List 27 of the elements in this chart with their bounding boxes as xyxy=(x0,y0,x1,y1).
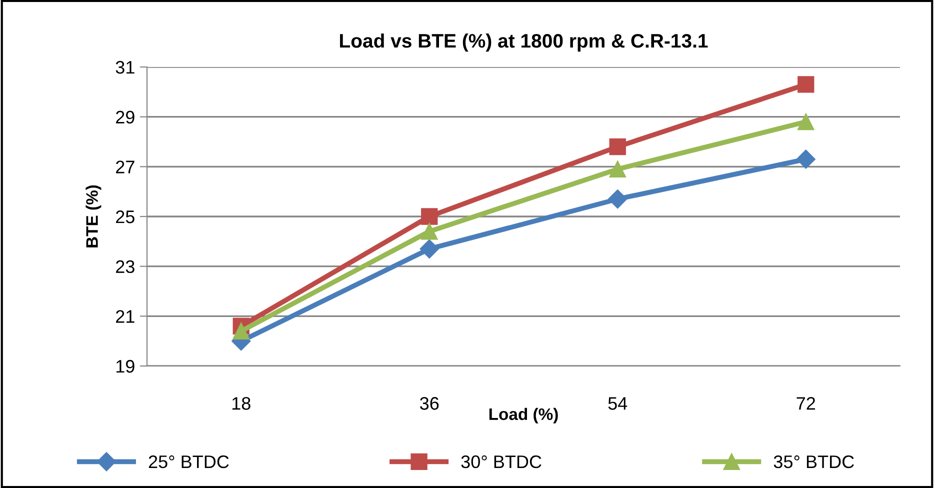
x-tick-label: 54 xyxy=(608,397,628,410)
y-tick-label: 27 xyxy=(116,160,134,174)
legend-label: 25° BTDC xyxy=(148,455,229,468)
point xyxy=(798,76,814,93)
point xyxy=(609,138,626,156)
point xyxy=(798,113,814,130)
chart-title: Load vs BTE (%) at 1800 rpm & C.R-13.1 xyxy=(340,33,708,52)
point xyxy=(608,190,628,209)
x-tick-label: 36 xyxy=(420,397,439,410)
point xyxy=(421,208,438,225)
legend-label: 35° BTDC xyxy=(774,455,854,468)
point xyxy=(232,322,250,340)
y-axis-title: BTE (%) xyxy=(86,185,102,248)
x-tick-label: 18 xyxy=(232,397,250,410)
point xyxy=(609,160,626,178)
y-tick-label: 25 xyxy=(116,210,134,224)
y-tick-label: 29 xyxy=(116,110,134,124)
legend-label: 30° BTDC xyxy=(461,455,542,468)
point xyxy=(421,223,438,240)
x-tick-label: 72 xyxy=(796,397,816,410)
y-tick-label: 31 xyxy=(116,60,134,74)
point xyxy=(420,239,439,258)
point xyxy=(796,150,816,169)
y-tick-label: 21 xyxy=(116,310,134,323)
y-tick-label: 23 xyxy=(116,260,134,274)
x-axis-title: Load (%) xyxy=(489,408,558,424)
y-tick-label: 19 xyxy=(116,360,134,373)
